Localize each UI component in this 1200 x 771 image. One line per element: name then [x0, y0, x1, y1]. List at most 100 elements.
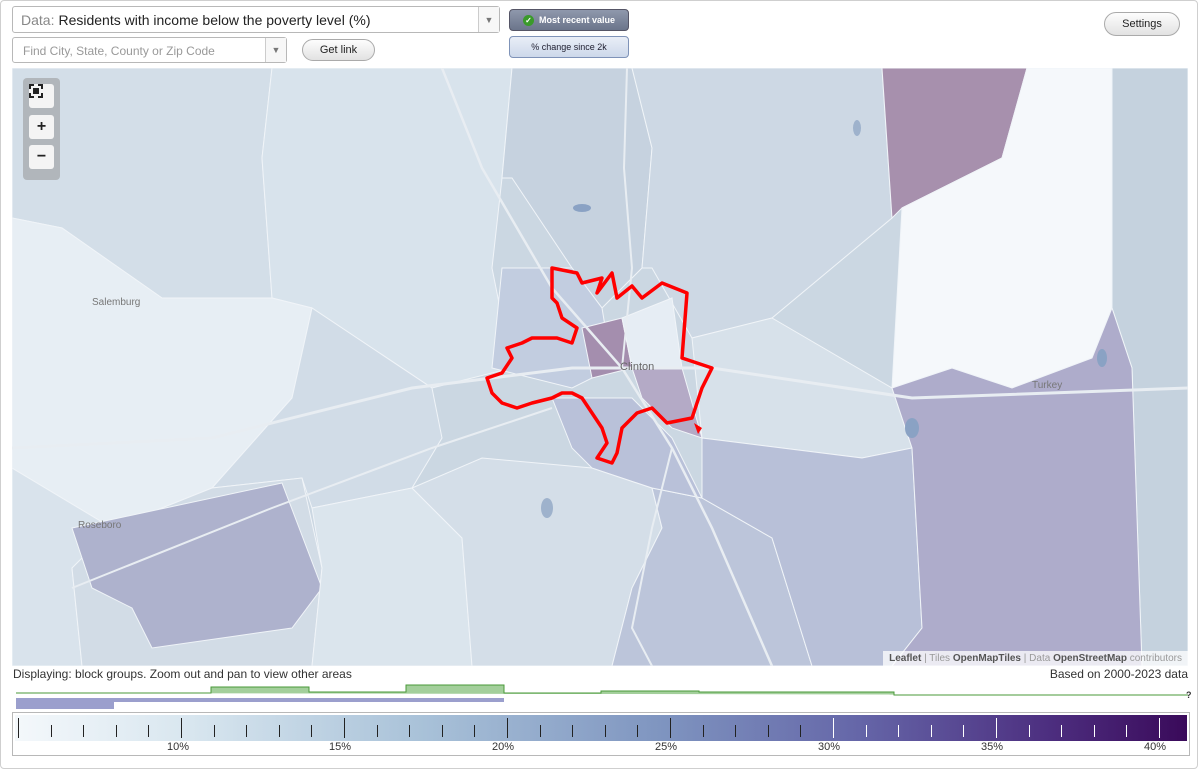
road	[71, 407, 553, 589]
lake	[541, 498, 553, 518]
map-zoom-controls: + −	[23, 78, 60, 180]
legend-tick	[344, 718, 345, 738]
legend-tick	[670, 718, 671, 738]
display-level-text: Displaying: block groups. Zoom out and p…	[13, 667, 352, 681]
region-polygon[interactable]	[71, 482, 323, 649]
legend-tick	[930, 725, 932, 737]
road	[630, 447, 673, 666]
place-label-roseboro: Roseboro	[78, 520, 122, 531]
data-prefix: | Data	[1023, 653, 1051, 664]
legend-tick	[800, 725, 802, 737]
legend-tick	[18, 718, 19, 738]
lake	[853, 120, 861, 136]
contributors-text: contributors	[1129, 653, 1182, 664]
color-legend: 10% 15% 20% 25% 30% 35% 40%	[12, 712, 1190, 756]
most-recent-value-toggle[interactable]: ✓ Most recent value	[509, 9, 629, 31]
histogram-bar-purple	[114, 698, 504, 702]
legend-tick	[604, 725, 606, 737]
legend-label: 40%	[1143, 741, 1167, 753]
legend-tick	[441, 725, 443, 737]
place-label-salemburg: Salemburg	[92, 297, 141, 308]
data-select-value: Residents with income below the poverty …	[58, 11, 371, 28]
legend-tick	[637, 725, 639, 737]
legend-tick	[311, 725, 313, 737]
plus-icon: +	[36, 118, 47, 135]
legend-tick	[1126, 725, 1128, 737]
legend-tick	[539, 725, 541, 737]
legend-tick	[735, 725, 737, 737]
legend-tick	[1159, 718, 1160, 738]
legend-tick	[1028, 725, 1030, 737]
minus-icon: −	[36, 148, 47, 165]
legend-tick	[963, 725, 965, 737]
legend-tick	[898, 725, 900, 737]
city-boundary-outline[interactable]	[485, 266, 714, 465]
percent-change-toggle[interactable]: % change since 2k	[509, 36, 629, 58]
legend-tick	[213, 725, 215, 737]
get-link-button[interactable]: Get link	[302, 39, 375, 61]
legend-label: 20%	[491, 741, 515, 753]
legend-tick	[409, 725, 411, 737]
tiles-prefix: | Tiles	[924, 653, 951, 664]
legend-tick	[148, 725, 150, 737]
legend-tick	[702, 725, 704, 737]
histogram-bar-purple	[16, 698, 114, 709]
legend-tick	[115, 725, 117, 737]
road	[12, 366, 1188, 450]
fullscreen-icon[interactable]	[29, 84, 54, 108]
data-select[interactable]: Data: Residents with income below the po…	[12, 6, 500, 33]
legend-tick	[474, 725, 476, 737]
legend-tick	[507, 718, 508, 738]
data-years-text: Based on 2000-2023 data	[1049, 667, 1188, 681]
legend-tick	[572, 725, 574, 737]
lake	[905, 418, 919, 438]
histogram-green	[16, 684, 1188, 696]
distribution-histogram	[16, 684, 1188, 709]
legend-tick	[1093, 725, 1095, 737]
lake	[573, 204, 591, 212]
place-label-clinton: Clinton	[620, 361, 655, 373]
legend-label: 35%	[980, 741, 1004, 753]
lake	[1097, 349, 1107, 367]
legend-tick	[996, 718, 997, 738]
legend-label: 30%	[817, 741, 841, 753]
legend-tick	[767, 725, 769, 737]
region-polygon[interactable]	[701, 437, 923, 666]
legend-gradient	[15, 715, 1187, 741]
legend-tick	[278, 725, 280, 737]
legend-tick	[865, 725, 867, 737]
settings-button[interactable]: Settings	[1104, 12, 1180, 36]
road	[621, 68, 634, 369]
legend-label: 10%	[166, 741, 190, 753]
openmaptiles-link[interactable]: OpenMapTiles	[952, 653, 1021, 664]
legend-label: 15%	[328, 741, 352, 753]
legend-tick	[1061, 725, 1063, 737]
zoom-out-button[interactable]: −	[29, 145, 54, 169]
region-polygon[interactable]	[551, 397, 703, 499]
legend-tick	[50, 725, 52, 737]
zoom-in-button[interactable]: +	[29, 115, 54, 139]
map-attribution: Leaflet | Tiles OpenMapTiles | Data Open…	[883, 651, 1188, 666]
map-view[interactable]: Salemburg Clinton Turkey Roseboro + − Le…	[12, 68, 1188, 666]
leaflet-link[interactable]: Leaflet	[889, 653, 922, 664]
map-canvas[interactable]	[12, 68, 1188, 666]
search-input[interactable]	[21, 39, 265, 63]
chevron-down-icon[interactable]: ▼	[478, 7, 499, 32]
fullscreen-glyph	[29, 84, 43, 98]
legend-tick	[833, 718, 834, 738]
legend-tick	[376, 725, 378, 737]
place-label-turkey: Turkey	[1032, 380, 1063, 391]
legend-tick	[246, 725, 248, 737]
help-icon[interactable]: ?	[1186, 690, 1192, 700]
data-select-label: Data:	[21, 11, 55, 28]
chevron-down-icon[interactable]: ▼	[265, 38, 286, 62]
legend-tick	[83, 725, 85, 737]
boundary-marker	[694, 423, 702, 434]
openstreetmap-link[interactable]: OpenStreetMap	[1053, 653, 1127, 664]
most-recent-label: Most recent value	[538, 15, 616, 25]
location-search[interactable]: ▼	[12, 37, 287, 63]
check-icon: ✓	[522, 14, 534, 26]
legend-label: 25%	[654, 741, 678, 753]
legend-tick	[181, 718, 182, 738]
